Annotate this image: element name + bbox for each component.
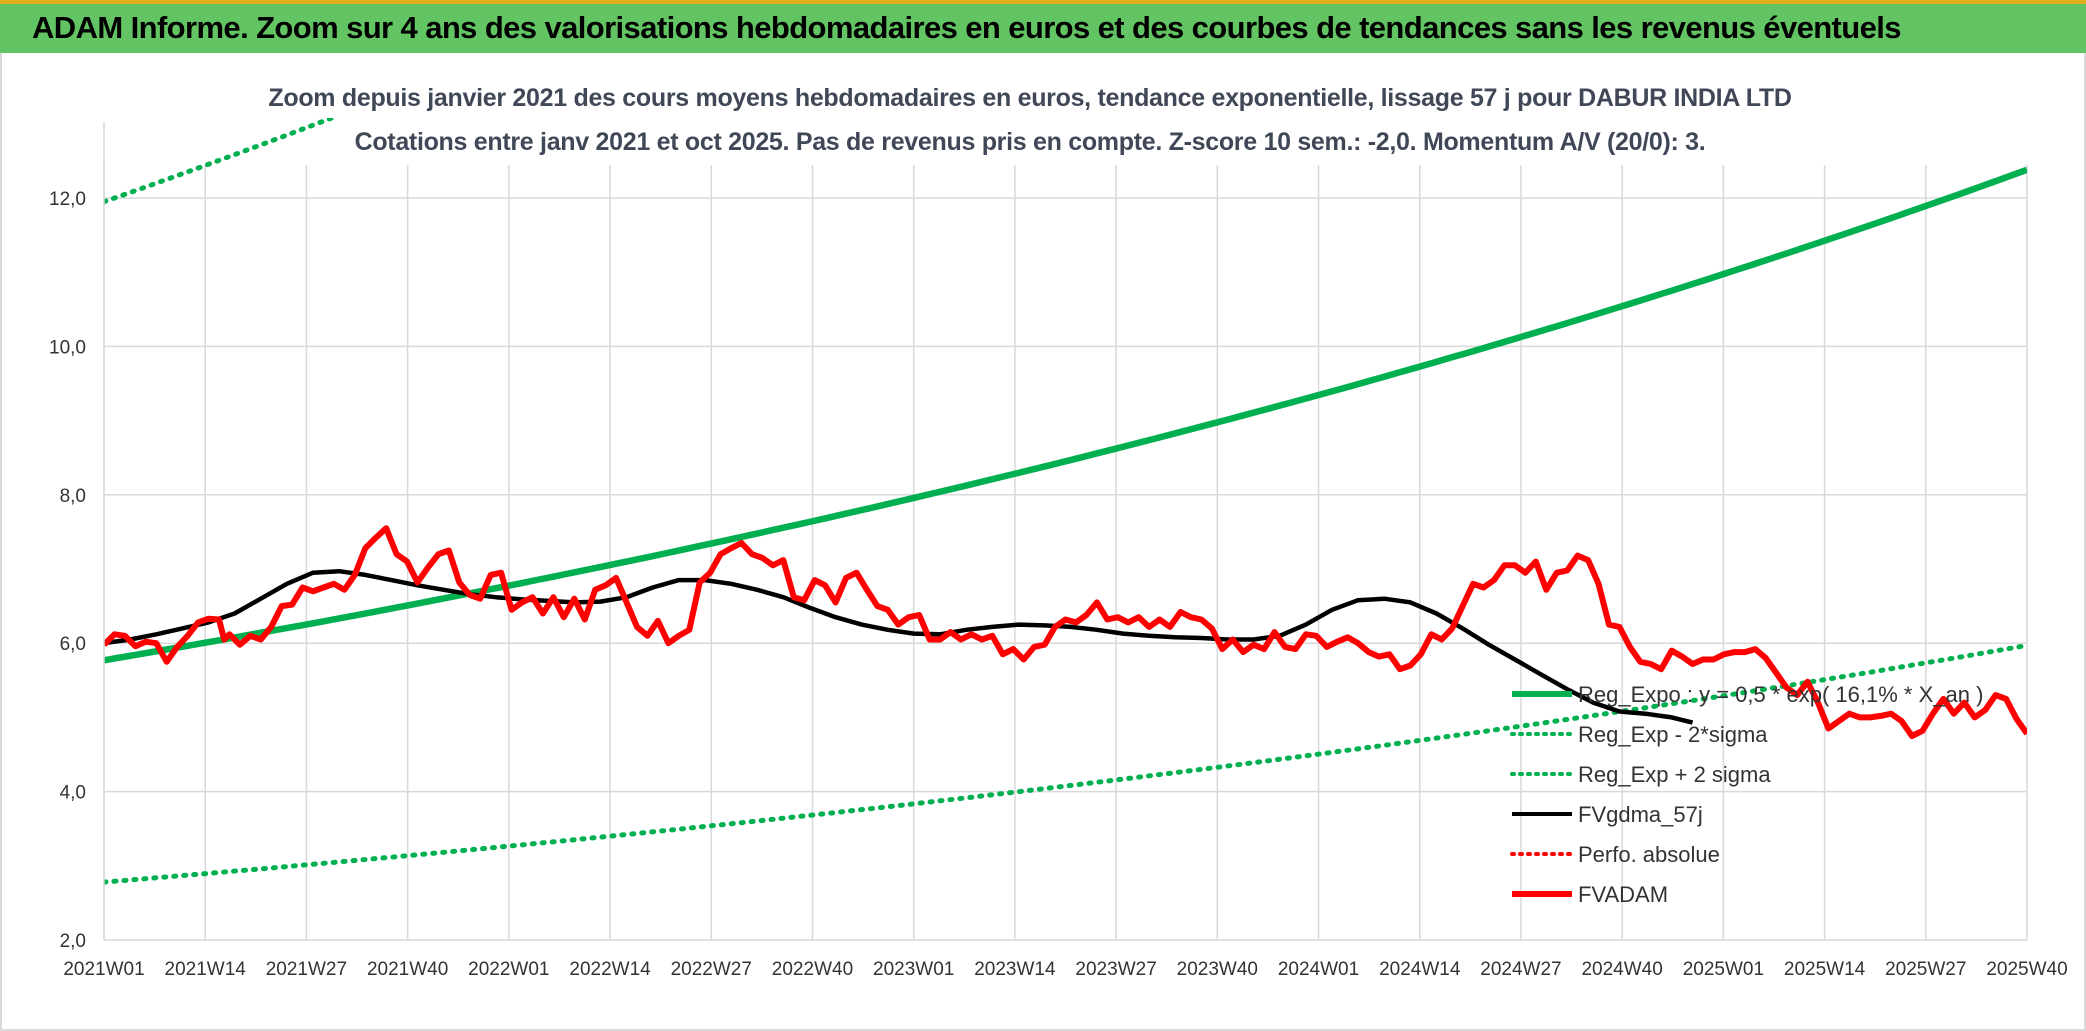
axes: 2,0 4,0 6,0 8,0 10,0 12,0 2021W01 2021W14 2021W2… bbox=[49, 122, 2068, 980]
legend: Reg_Expo : y = 0,5 * exp( 16,1% * X_an )… bbox=[1510, 682, 1983, 907]
y-tick-label: 8,0 bbox=[60, 486, 86, 507]
x-tick-label: 2021W27 bbox=[266, 959, 347, 980]
y-tick-label: 12,0 bbox=[49, 189, 86, 210]
series-reg-exp-plus-2sigma bbox=[104, 118, 339, 205]
x-tick-label: 2024W14 bbox=[1379, 959, 1461, 980]
x-tick-label: 2023W27 bbox=[1075, 959, 1156, 980]
legend-label: Reg_Exp + 2 sigma bbox=[1578, 762, 1771, 787]
x-tick-label: 2023W40 bbox=[1177, 959, 1258, 980]
legend-label: FVADAM bbox=[1578, 882, 1668, 907]
title-banner: ADAM Informe. Zoom sur 4 ans des valoris… bbox=[0, 0, 2086, 53]
x-tick-label: 2022W01 bbox=[468, 959, 549, 980]
x-tick-label: 2021W40 bbox=[367, 959, 448, 980]
y-tick-label: 6,0 bbox=[60, 634, 86, 655]
x-tick-label: 2025W40 bbox=[1986, 959, 2067, 980]
x-tick-label: 2025W27 bbox=[1885, 959, 1966, 980]
y-tick-label: 10,0 bbox=[49, 337, 86, 358]
series-layer bbox=[104, 118, 2027, 885]
legend-label: FVgdma_57j bbox=[1578, 802, 1703, 827]
x-tick-label: 2024W01 bbox=[1278, 959, 1359, 980]
x-tick-label: 2022W27 bbox=[671, 959, 752, 980]
x-tick-label: 2021W14 bbox=[165, 959, 247, 980]
banner-title: ADAM Informe. Zoom sur 4 ans des valoris… bbox=[32, 10, 1902, 45]
x-tick-label: 2021W01 bbox=[63, 959, 144, 980]
x-tick-label: 2025W14 bbox=[1784, 959, 1866, 980]
x-tick-label: 2023W14 bbox=[974, 959, 1056, 980]
chart-title-line1: Zoom depuis janvier 2021 des cours moyen… bbox=[268, 84, 1792, 112]
series-reg-exp-minus-2sigma bbox=[104, 642, 2027, 885]
x-tick-label: 2024W40 bbox=[1581, 959, 1662, 980]
y-tick-label: 2,0 bbox=[60, 931, 86, 952]
series-fvgdma-57j bbox=[104, 568, 1694, 725]
legend-label: Reg_Exp - 2*sigma bbox=[1578, 722, 1768, 747]
x-tick-label: 2022W40 bbox=[772, 959, 853, 980]
legend-label: Reg_Expo : y = 0,5 * exp( 16,1% * X_an ) bbox=[1578, 682, 1983, 707]
y-tick-label: 4,0 bbox=[60, 783, 86, 804]
chart-title-line2: Cotations entre janv 2021 et oct 2025. P… bbox=[354, 128, 1706, 156]
x-tick-label: 2024W27 bbox=[1480, 959, 1561, 980]
series-fvadam bbox=[104, 525, 2027, 739]
series-reg-expo bbox=[104, 166, 2027, 664]
x-tick-label: 2023W01 bbox=[873, 959, 954, 980]
x-tick-label: 2022W14 bbox=[569, 959, 651, 980]
x-tick-label: 2025W01 bbox=[1683, 959, 1764, 980]
legend-label: Perfo. absolue bbox=[1578, 842, 1720, 867]
grid bbox=[103, 165, 2028, 941]
